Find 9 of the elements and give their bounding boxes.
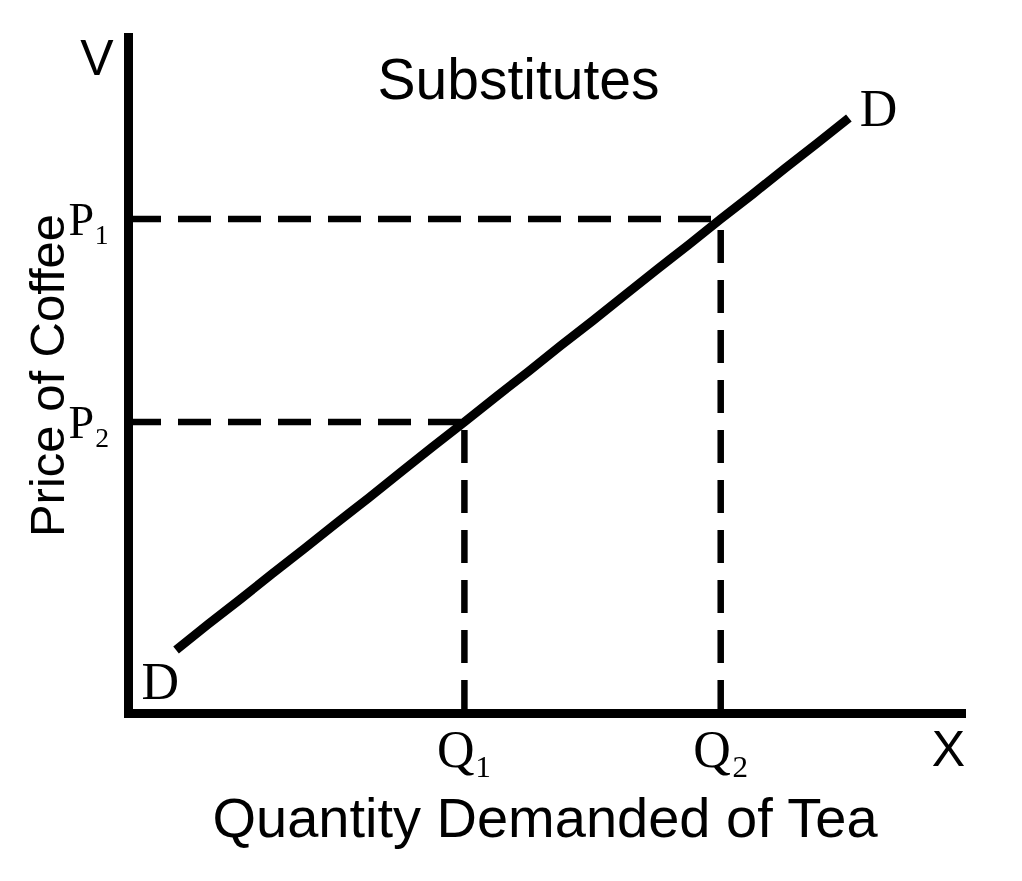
text: D	[859, 79, 898, 137]
series-label: D	[141, 652, 180, 710]
x-axis-title: Quantity Demanded of Tea	[212, 785, 879, 849]
x-tick-label: Q₂	[693, 720, 750, 778]
chart-title: Substitutes	[377, 47, 660, 111]
text: V	[80, 30, 115, 86]
x-tick-label: Q₁	[437, 720, 493, 778]
ref-line-label: P₂	[68, 397, 110, 449]
text: X	[931, 721, 965, 777]
